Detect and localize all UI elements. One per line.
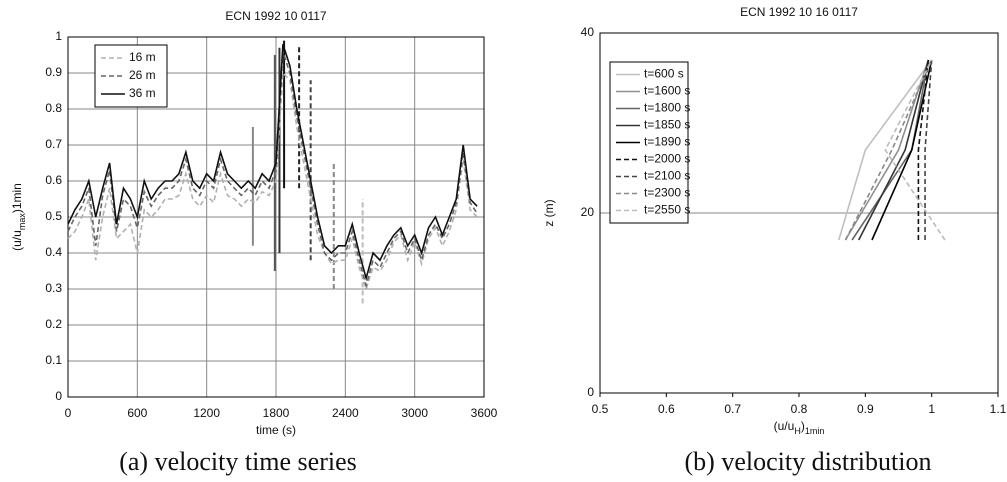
legend-label: 16 m (129, 50, 156, 64)
axis-label-part: ) (801, 419, 805, 433)
chart-title: ECN 1992 10 0117 (225, 9, 327, 23)
axis-label-part: (u/u (774, 419, 795, 433)
x-tick-label: 0.7 (724, 402, 741, 416)
x-tick-label: 3000 (401, 406, 428, 420)
legend-label: t=2100 s (644, 169, 690, 183)
axis-label: (u/umax)1min (10, 183, 27, 251)
chart-title: ECN 1992 10 16 0117 (740, 5, 858, 19)
y-tick-label: 0.2 (45, 317, 62, 331)
y-tick-label: 0.9 (45, 65, 62, 79)
legend-label: t=1890 s (644, 135, 690, 149)
y-tick-label: 0.3 (45, 281, 62, 295)
y-tick-label: 0.5 (45, 209, 62, 223)
series-line (67, 43, 478, 282)
x-tick-label: 0.9 (857, 402, 874, 416)
x-tick-label: 0.5 (592, 402, 609, 416)
plot-frame (599, 32, 999, 394)
axis-label-part: 1min (805, 426, 825, 436)
series-line (871, 59, 933, 241)
y-tick-label: 0.6 (45, 173, 62, 187)
y-tick-label: 0 (55, 389, 62, 403)
axis-label-part: z (m) (542, 199, 556, 226)
series-line (838, 59, 933, 241)
series-line (67, 51, 478, 289)
y-tick-label: 0.8 (45, 101, 62, 115)
legend-label: t=1850 s (644, 118, 690, 132)
y-tick-label: 0 (587, 385, 594, 399)
axis-label-part: H (794, 426, 801, 436)
legend-label: t=1800 s (644, 101, 690, 115)
caption: (a) velocity time series (119, 447, 357, 476)
x-tick-label: 3600 (471, 406, 498, 420)
series-line (917, 59, 930, 240)
axis-label-part: )1min (10, 183, 24, 213)
x-tick-label: 1.1 (990, 402, 1007, 416)
legend-label: t=600 s (644, 67, 684, 81)
y-tick-label: 0.7 (45, 137, 62, 151)
axis-label: time (s) (256, 423, 296, 437)
axis-label: z (m) (542, 199, 556, 226)
y-tick-label: 40 (581, 25, 595, 39)
y-tick-label: 0.1 (45, 353, 62, 367)
x-tick-label: 0.6 (658, 402, 675, 416)
legend-label: 36 m (129, 86, 156, 100)
y-tick-label: 0.4 (45, 245, 62, 259)
axis-label-part: time (s) (256, 423, 296, 437)
legend-label: t=2300 s (644, 186, 690, 200)
series-line (924, 59, 933, 240)
x-tick-label: 0.8 (791, 402, 808, 416)
x-tick-label: 0 (65, 406, 72, 420)
x-tick-label: 2400 (332, 406, 359, 420)
plot-frame (67, 36, 485, 398)
x-tick-label: 1200 (193, 406, 220, 420)
caption: (b) velocity distribution (685, 447, 932, 476)
x-tick-label: 1800 (263, 406, 290, 420)
y-tick-label: 1 (55, 29, 62, 43)
x-tick-label: 1 (928, 402, 935, 416)
axis-label-part: max (17, 213, 27, 231)
series-line (884, 59, 946, 241)
legend-label: 26 m (129, 68, 156, 82)
legend-label: t=1600 s (644, 84, 690, 98)
legend-label: t=2550 s (644, 203, 690, 217)
legend-label: t=2000 s (644, 152, 690, 166)
legend-box (94, 44, 168, 108)
series-line (857, 59, 930, 241)
axis-label: (u/uH)1min (774, 419, 825, 436)
x-tick-label: 600 (127, 406, 147, 420)
series-line (844, 59, 933, 241)
y-tick-label: 20 (581, 205, 595, 219)
axis-label-part: (u/u (10, 230, 24, 251)
series-line (67, 71, 478, 292)
series-line (844, 59, 930, 241)
